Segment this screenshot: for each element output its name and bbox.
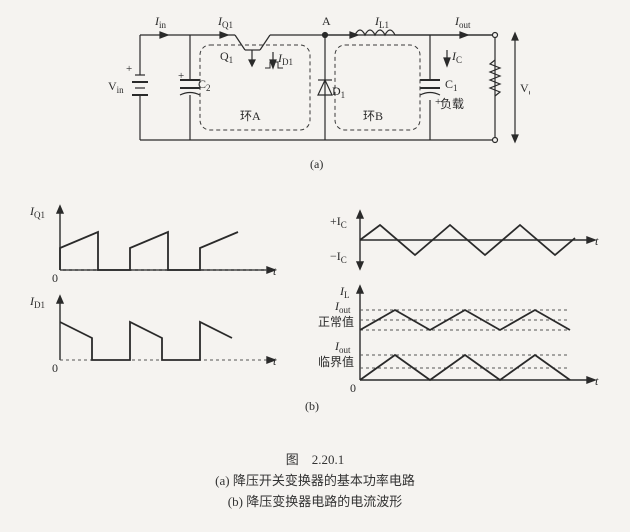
label-v-in: Vin bbox=[108, 79, 124, 95]
figure-caption-a: (a) 降压开关变换器的基本功率电路 bbox=[0, 471, 630, 492]
label-c1: C1 bbox=[445, 77, 458, 93]
label-i-in: Iin bbox=[154, 14, 167, 30]
wave-zero-2: 0 bbox=[52, 361, 58, 375]
label-i-q1: IQ1 bbox=[217, 14, 233, 30]
label-i-out: Iout bbox=[454, 14, 471, 30]
wave-label-normal: 正常值 bbox=[318, 314, 354, 329]
svg-text:+: + bbox=[178, 70, 184, 82]
wave-label-id1: ID1 bbox=[29, 294, 45, 310]
wave-label-iout-c: Iout bbox=[334, 339, 351, 355]
waveforms-svg: IQ1 0 t ID1 0 t +IC −IC t IL Iout 正常值 Io… bbox=[20, 200, 610, 450]
label-node-a: A bbox=[322, 14, 331, 28]
label-i-c: IC bbox=[451, 49, 462, 65]
wave-t-1: t bbox=[273, 264, 277, 278]
label-loop-a: 环A bbox=[240, 109, 261, 123]
label-loop-b: 环B bbox=[363, 109, 383, 123]
label-q1: Q1 bbox=[220, 49, 233, 65]
circuit-svg: Iin IQ1 A IL1 Iout Q1 ID1 D1 IC C1 C2 Vi… bbox=[100, 10, 530, 180]
wave-t-3: t bbox=[595, 234, 599, 248]
wave-label-ic-pos: +IC bbox=[330, 214, 347, 230]
wave-zero-1: 0 bbox=[52, 271, 58, 285]
wave-label-iq1: IQ1 bbox=[29, 204, 45, 220]
label-i-l1: IL1 bbox=[374, 14, 389, 30]
wave-t-2: t bbox=[273, 354, 277, 368]
waveforms-panel: IQ1 0 t ID1 0 t +IC −IC t IL Iout 正常值 Io… bbox=[20, 200, 610, 450]
panel-b-label: (b) bbox=[305, 399, 319, 413]
label-v-out: Vout bbox=[520, 81, 530, 97]
label-i-d1: ID1 bbox=[277, 51, 293, 67]
label-load: 负载 bbox=[440, 97, 464, 111]
wave-label-ic-neg: −IC bbox=[330, 249, 347, 265]
wave-t-4: t bbox=[595, 374, 599, 388]
wave-label-il: IL bbox=[339, 284, 350, 300]
wave-zero-3: 0 bbox=[350, 381, 356, 395]
svg-text:+: + bbox=[435, 96, 441, 108]
figure-caption-b: (b) 降压变换器电路的电流波形 bbox=[0, 492, 630, 513]
circuit-panel: Iin IQ1 A IL1 Iout Q1 ID1 D1 IC C1 C2 Vi… bbox=[100, 10, 530, 170]
figure-number: 图 2.20.1 bbox=[0, 450, 630, 471]
svg-text:+: + bbox=[126, 63, 132, 75]
figure-caption: 图 2.20.1 (a) 降压开关变换器的基本功率电路 (b) 降压变换器电路的… bbox=[0, 450, 630, 512]
wave-label-critical: 临界值 bbox=[318, 354, 354, 369]
label-d1: D1 bbox=[332, 84, 345, 100]
panel-a-label: (a) bbox=[310, 157, 323, 171]
wave-label-iout-n: Iout bbox=[334, 299, 351, 315]
label-c2: C2 bbox=[198, 77, 211, 93]
